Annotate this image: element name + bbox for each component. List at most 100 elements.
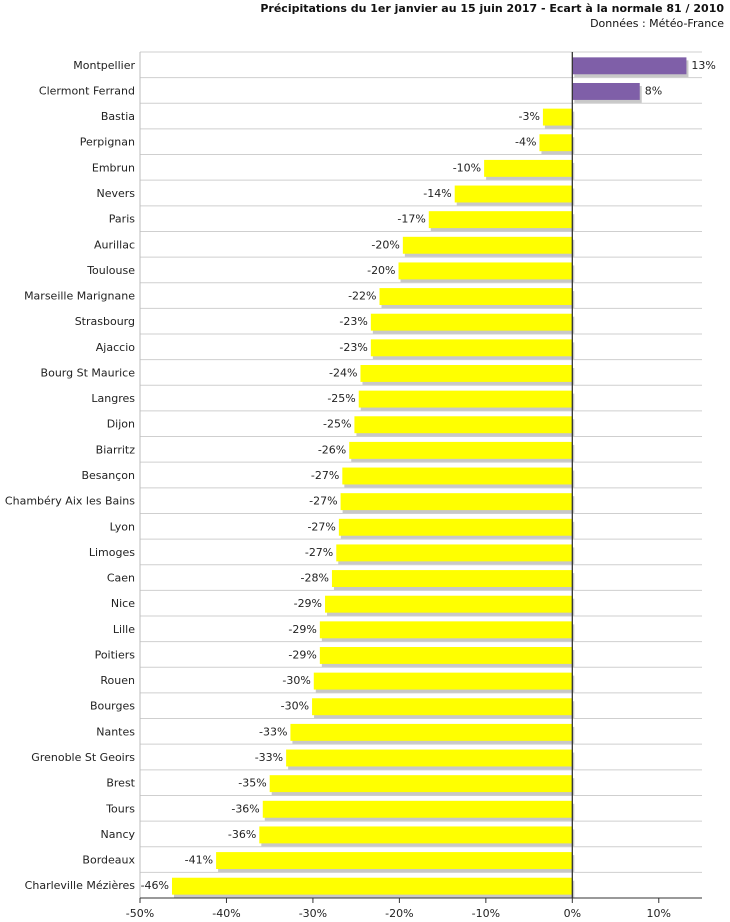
category-label: Poitiers bbox=[95, 648, 136, 661]
chart-title: Précipitations du 1er janvier au 15 juin… bbox=[260, 2, 724, 15]
bar bbox=[338, 518, 573, 536]
category-label: Chambéry Aix les Bains bbox=[5, 495, 135, 508]
value-label: 13% bbox=[691, 59, 715, 72]
bar bbox=[358, 390, 573, 408]
category-label: Perpignan bbox=[80, 136, 135, 149]
value-label: -22% bbox=[348, 290, 376, 303]
bar bbox=[269, 775, 573, 793]
value-label: -10% bbox=[453, 161, 481, 174]
value-label: -14% bbox=[423, 187, 451, 200]
value-label: -23% bbox=[339, 315, 367, 328]
value-label: -24% bbox=[329, 366, 357, 379]
value-label: -20% bbox=[371, 238, 399, 251]
bar bbox=[398, 262, 573, 280]
category-label: Rouen bbox=[100, 674, 135, 687]
bar bbox=[370, 339, 573, 357]
bar bbox=[336, 544, 573, 562]
category-label: Grenoble St Geoirs bbox=[31, 751, 135, 764]
bar bbox=[313, 672, 573, 690]
value-label: -33% bbox=[259, 725, 287, 738]
x-tick-label: -30% bbox=[299, 907, 327, 920]
value-label: -41% bbox=[185, 854, 213, 867]
value-label: -4% bbox=[515, 136, 536, 149]
category-label: Aurillac bbox=[94, 238, 135, 251]
value-label: -26% bbox=[318, 443, 346, 456]
category-label: Lyon bbox=[110, 520, 135, 533]
bar bbox=[216, 852, 573, 870]
bar bbox=[331, 570, 573, 588]
category-label: Marseille Marignane bbox=[24, 290, 135, 303]
value-label: -29% bbox=[294, 597, 322, 610]
category-label: Montpellier bbox=[73, 59, 135, 72]
bar bbox=[171, 877, 573, 895]
value-label: -20% bbox=[367, 264, 395, 277]
category-label: Nantes bbox=[96, 725, 135, 738]
x-tick-label: -40% bbox=[212, 907, 240, 920]
category-label: Bordeaux bbox=[82, 854, 135, 867]
category-label: Ajaccio bbox=[96, 341, 135, 354]
value-label: -27% bbox=[309, 495, 337, 508]
category-label: Nevers bbox=[96, 187, 135, 200]
bar bbox=[262, 800, 573, 818]
category-label: Bourg St Maurice bbox=[41, 366, 136, 379]
value-label: -33% bbox=[255, 751, 283, 764]
category-label: Clermont Ferrand bbox=[39, 84, 135, 97]
grid-lines bbox=[139, 51, 702, 899]
category-label: Limoges bbox=[89, 546, 135, 559]
category-label: Tours bbox=[105, 802, 135, 815]
category-label: Lille bbox=[113, 623, 135, 636]
bar bbox=[259, 826, 573, 844]
bar bbox=[484, 159, 573, 177]
category-label: Toulouse bbox=[86, 264, 135, 277]
category-label: Brest bbox=[106, 777, 135, 790]
bar bbox=[340, 493, 573, 511]
x-tick-label: -20% bbox=[385, 907, 413, 920]
bar bbox=[539, 134, 573, 152]
value-label: -36% bbox=[231, 802, 259, 815]
bars bbox=[171, 57, 687, 895]
value-label: -29% bbox=[288, 623, 316, 636]
category-label: Besançon bbox=[81, 469, 135, 482]
category-label: Charleville Mézières bbox=[25, 879, 136, 892]
bar bbox=[349, 441, 573, 459]
value-label: -27% bbox=[311, 469, 339, 482]
value-label: -25% bbox=[327, 392, 355, 405]
value-label: -23% bbox=[339, 341, 367, 354]
bar bbox=[360, 364, 573, 382]
category-label: Biarritz bbox=[96, 443, 136, 456]
value-label: -36% bbox=[228, 828, 256, 841]
bar bbox=[370, 313, 573, 331]
category-label: Dijon bbox=[107, 418, 135, 431]
bar bbox=[428, 211, 573, 229]
category-label: Embrun bbox=[92, 161, 135, 174]
bar bbox=[354, 416, 573, 434]
bar bbox=[379, 288, 573, 306]
bar bbox=[572, 57, 687, 75]
bar bbox=[342, 467, 573, 485]
value-label: -17% bbox=[397, 213, 425, 226]
value-label: -25% bbox=[323, 418, 351, 431]
bar bbox=[319, 646, 573, 664]
x-tick-label: 0% bbox=[564, 907, 581, 920]
value-label: -27% bbox=[305, 546, 333, 559]
bar bbox=[319, 621, 573, 639]
category-label: Bastia bbox=[101, 110, 135, 123]
value-label: -30% bbox=[281, 700, 309, 713]
bar bbox=[290, 723, 573, 741]
chart-subtitle: Données : Météo-France bbox=[590, 17, 724, 30]
category-label: Paris bbox=[109, 213, 135, 226]
value-label: -46% bbox=[141, 879, 169, 892]
category-label: Nice bbox=[111, 597, 135, 610]
x-tick-label: 10% bbox=[647, 907, 671, 920]
value-label: -3% bbox=[518, 110, 539, 123]
bar bbox=[454, 185, 573, 203]
bar bbox=[286, 749, 573, 767]
value-label: -30% bbox=[282, 674, 310, 687]
value-label: -35% bbox=[238, 777, 266, 790]
value-label: -28% bbox=[301, 572, 329, 585]
bar bbox=[402, 236, 573, 254]
x-tick-label: -10% bbox=[472, 907, 500, 920]
category-label: Nancy bbox=[101, 828, 136, 841]
category-label: Langres bbox=[91, 392, 135, 405]
